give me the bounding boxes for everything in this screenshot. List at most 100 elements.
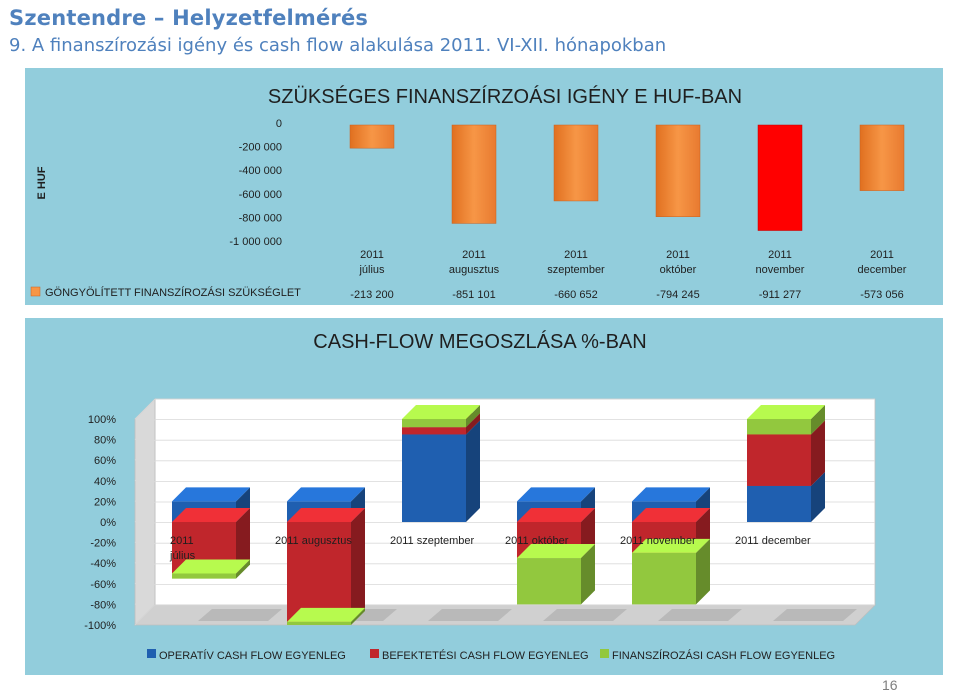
chart2-bar-side [811,405,825,435]
chart1-bar-3 [553,124,599,202]
chart2-gridline-side [134,398,156,420]
chart2-bar-front [632,552,696,605]
chart2-gridline-side [134,542,156,564]
chart1-xtick: 2011 [666,249,690,261]
chart2-bar-side [236,559,250,579]
chart1-xtick: 2011 [768,249,792,261]
chart1-ytick: -800 000 [239,212,282,224]
chart2-bar-top [172,487,250,502]
chart1-bar-5 [757,124,803,231]
chart1-xtick: 2011 [360,249,384,261]
chart1-value-label: -794 245 [656,289,699,301]
chart2-bar-segment-3-3 [402,405,480,428]
chart1-xtick: augusztus [449,264,500,276]
chart2-bar-top [747,405,825,419]
chart2-bar-top [632,538,710,553]
chart2-legend-label-3: FINANSZÍROZÁSI CASH FLOW EGYENLEG [612,649,835,662]
chart1-xtick: 2011 [870,249,894,261]
chart2-ytick: 20% [94,496,116,508]
chart1-value-label: -573 056 [860,289,903,301]
chart2-gridline-side [134,481,156,502]
chart1-bar-4 [655,124,701,217]
chart1-ytick: -1 000 000 [229,236,282,248]
chart1-xtick: 2011 [564,249,588,261]
chart2-floor-shadow [773,609,857,621]
chart2-bar-side [351,508,365,622]
chart2-bar-side [581,544,595,605]
chart2-gridline-side [134,439,156,461]
chart2-xtick: 2011 december [735,535,811,547]
chart2-bar-side [466,420,480,522]
chart1-value-label: -911 277 [759,289,802,301]
chart2-bar-top [517,544,595,559]
chart1-ytick: -200 000 [239,142,282,154]
chart2-bar-top [172,508,250,522]
chart2-xtick: 2011 október [505,535,569,547]
chart2-bar-front [517,558,581,605]
chart1-value-label: -660 652 [554,289,597,301]
chart2-bar-top [517,508,595,522]
chart2-ytick: -20% [90,538,116,550]
page-subtitle: 9. A finanszírozási igény és cash flow a… [9,35,667,56]
chart2-bar-side [466,413,480,435]
chart1-ytick: -400 000 [239,165,282,177]
chart2-bar-top [632,508,710,522]
chart2-xtick: 2011 augusztus [275,535,352,547]
chart1-xtick: november [756,264,805,276]
chart2-legend-label-2: BEFEKTETÉSI CASH FLOW EGYENLEG [382,649,589,662]
chart2-bar-top [632,487,710,502]
chart2-ytick: 0% [100,517,116,529]
chart1-ytick: 0 [276,118,282,130]
chart2-legend-swatch-1 [147,649,156,658]
chart2-bar-side [236,508,250,574]
chart2-bar-segment-5-3 [632,538,710,605]
chart2-floor-shadow [428,609,512,621]
chart2-bar-segment-2-3 [287,607,365,625]
page-number: 16 [882,677,898,693]
chart2-bar-top [287,607,365,622]
chart1-xtick: december [858,264,907,276]
chart2-bar-top [402,405,480,419]
funding-chart: SZÜKSÉGES FINANSZÍRZOÁSI IGÉNY E HUF-BAN… [30,85,907,301]
chart2-title: CASH-FLOW MEGOSZLÁSA %-BAN [313,330,646,353]
chart2-bar-front [402,427,466,435]
chart2-bar-front [287,621,351,625]
chart2-ytick: -100% [84,620,116,632]
chart1-value-label: -851 101 [452,289,495,301]
chart1-bar-1 [349,124,395,149]
chart2-bar-segment-3-1 [402,420,480,522]
chart1-xtick: 2011 [462,249,486,261]
chart2-bar-front [747,434,811,486]
chart1-xtick: július [358,264,385,276]
chart2-gridline-side [134,419,156,440]
chart2-gridline-side [134,563,156,585]
chart2-bar-side [351,607,365,625]
page-title: Szentendre – Helyzetfelmérés [9,6,369,30]
chart1-title: SZÜKSÉGES FINANSZÍRZOÁSI IGÉNY E HUF-BAN [268,85,742,108]
chart2-bar-side [696,538,710,605]
chart2-bar-front [402,434,466,522]
chart2-bar-segment-6-3 [747,405,825,435]
chart2-bar-top [287,508,365,522]
chart2-bar-front [747,485,811,522]
chart2-ytick: 40% [94,476,116,488]
chart1-value-label: -213 200 [350,289,393,301]
chart1-ylabel: E HUF [36,166,48,199]
chart2-ytick: 60% [94,455,116,467]
chart2-bar-segment-4-3 [517,544,595,605]
chart2-floor-shadow [658,609,742,621]
chart2-bar-front [402,419,466,428]
chart2-legend-swatch-3 [600,649,609,658]
chart2-xtick: július [169,550,196,562]
chart2-bar-side [811,471,825,522]
chart2-gridline-side [134,522,156,543]
chart2-ytick: -80% [90,599,116,611]
chart2-xtick: 2011 november [620,535,696,547]
funding-chart-panel: SZÜKSÉGES FINANSZÍRZOÁSI IGÉNY E HUF-BAN… [25,68,943,305]
chart2-bar-top [517,487,595,502]
chart1-ytick: -600 000 [239,189,282,201]
chart2-bar-side [811,420,825,486]
chart2-legend-label-1: OPERATÍV CASH FLOW EGYENLEG [159,649,346,662]
chart2-bar-top [172,559,250,574]
chart2-legend-swatch-2 [370,649,379,658]
